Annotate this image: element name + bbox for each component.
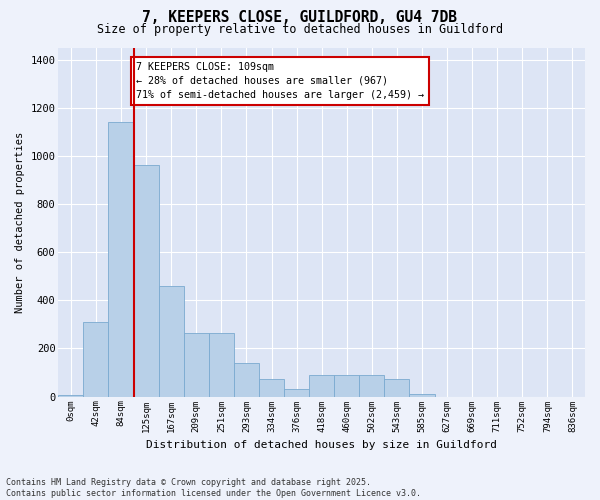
Bar (334, 375, 359, 396)
Bar (109, 122, 134, 396)
Bar (234, 363, 259, 396)
Bar (259, 378, 284, 396)
Bar (359, 375, 385, 396)
Bar (83, 322, 109, 396)
Text: Size of property relative to detached houses in Guildford: Size of property relative to detached ho… (97, 22, 503, 36)
Bar (309, 375, 334, 396)
Bar (409, 394, 434, 396)
Bar (385, 378, 409, 396)
Bar (158, 286, 184, 397)
X-axis label: Distribution of detached houses by size in Guildford: Distribution of detached houses by size … (146, 440, 497, 450)
Text: 7, KEEPERS CLOSE, GUILDFORD, GU4 7DB: 7, KEEPERS CLOSE, GUILDFORD, GU4 7DB (143, 10, 458, 25)
Bar (134, 166, 158, 396)
Y-axis label: Number of detached properties: Number of detached properties (15, 132, 25, 312)
Bar (209, 333, 234, 396)
Bar (184, 333, 209, 396)
Bar (284, 390, 309, 396)
Text: 7 KEEPERS CLOSE: 109sqm
← 28% of detached houses are smaller (967)
71% of semi-d: 7 KEEPERS CLOSE: 109sqm ← 28% of detache… (136, 62, 424, 100)
Text: Contains HM Land Registry data © Crown copyright and database right 2025.
Contai: Contains HM Land Registry data © Crown c… (6, 478, 421, 498)
